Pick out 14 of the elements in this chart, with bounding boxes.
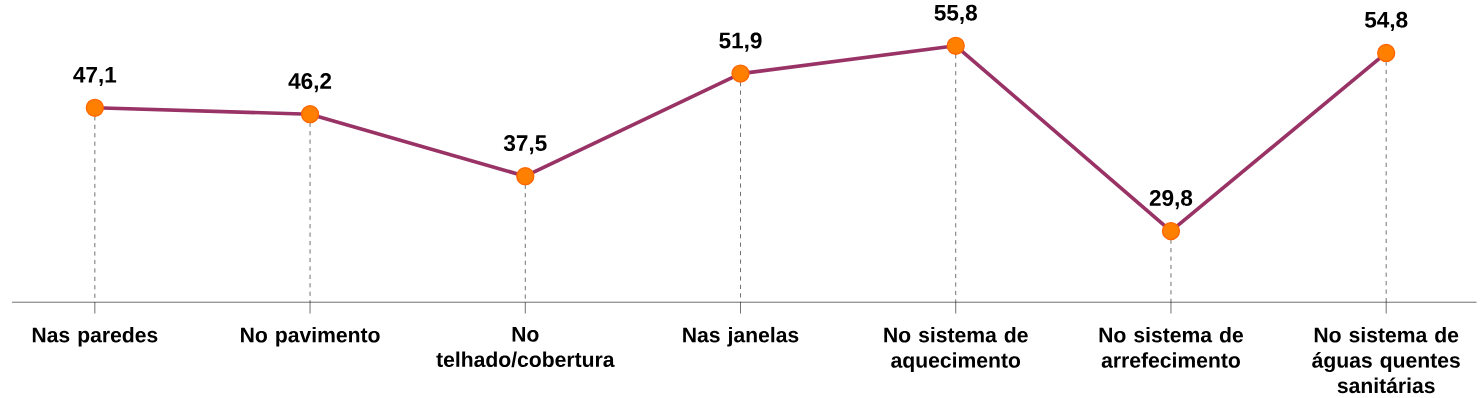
x-tick-label: No sistema de aquecimento bbox=[884, 327, 1028, 373]
x-tick-label: No pavimento bbox=[241, 327, 380, 347]
x-tick-label: No sistema de arrefecimento bbox=[1099, 327, 1243, 368]
x-tick-label: Nas paredes bbox=[32, 327, 158, 347]
data-label: 55,8 bbox=[934, 4, 977, 24]
data-label: 47,1 bbox=[73, 67, 117, 86]
x-tick-label: No telhado/cobertura bbox=[436, 327, 615, 368]
data-label: 37,5 bbox=[503, 135, 547, 155]
data-label: 51,9 bbox=[719, 32, 762, 52]
data-label: 54,8 bbox=[1364, 11, 1408, 32]
x-tick-label: Nas janelas bbox=[683, 327, 799, 347]
x-tick-label: No sistema de águas quentes sanitárias bbox=[1312, 327, 1460, 394]
data-label: 46,2 bbox=[288, 73, 332, 93]
data-label: 29,8 bbox=[1149, 190, 1193, 210]
